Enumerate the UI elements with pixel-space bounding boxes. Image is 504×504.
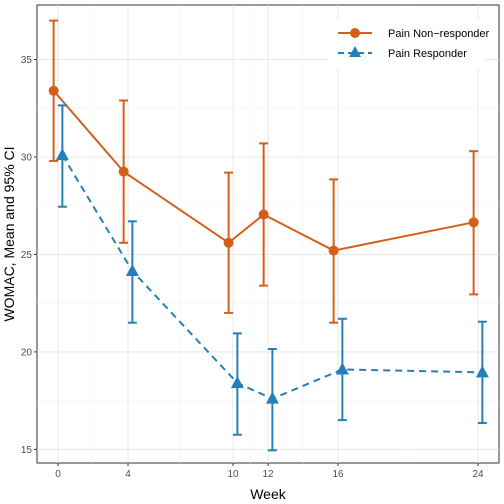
series-responder [55,104,489,452]
x-tick-label: 12 [262,469,274,480]
data-point-responder [475,365,489,378]
x-tick-label: 0 [55,469,61,480]
series-non-responder [48,19,479,324]
data-point-responder [265,391,279,404]
legend-background [328,20,484,68]
y-tick-label: 25 [21,250,33,261]
legend-label-non-responder: Pain Non−responder [388,28,490,40]
legend-marker-responder [349,46,361,57]
data-point-non-responder [223,237,234,248]
data-point-responder [55,148,69,161]
y-axis-title: WOMAC, Mean and 95% CI [1,146,17,321]
y-tick-label: 30 [21,153,33,164]
data-point-non-responder [468,217,479,228]
legend-label-responder: Pain Responder [388,48,467,60]
series-line-non-responder [52,90,474,252]
data-point-non-responder [258,209,269,220]
data-point-responder [335,362,349,375]
x-tick-label: 24 [472,469,484,480]
x-tick-label: 10 [227,469,239,480]
series-layer [48,19,489,452]
data-point-responder [230,376,244,389]
data-point-responder [125,264,139,277]
data-point-non-responder [118,166,129,177]
legend-marker-non-responder [350,28,360,38]
x-axis-title: Week [250,486,287,502]
data-point-non-responder [48,85,59,96]
x-axis-ticks: 0 4 10 12 16 24 [55,463,484,480]
data-point-non-responder [328,245,339,256]
x-tick-label: 4 [125,469,131,480]
y-axis-ticks: 15 20 25 30 35 [21,55,37,456]
legend: Pain Non−responder Pain Responder [328,20,490,68]
y-tick-label: 15 [21,445,33,456]
y-tick-label: 20 [21,347,33,358]
x-tick-label: 16 [332,469,344,480]
y-tick-label: 35 [21,55,33,66]
series-line-responder [61,154,483,400]
